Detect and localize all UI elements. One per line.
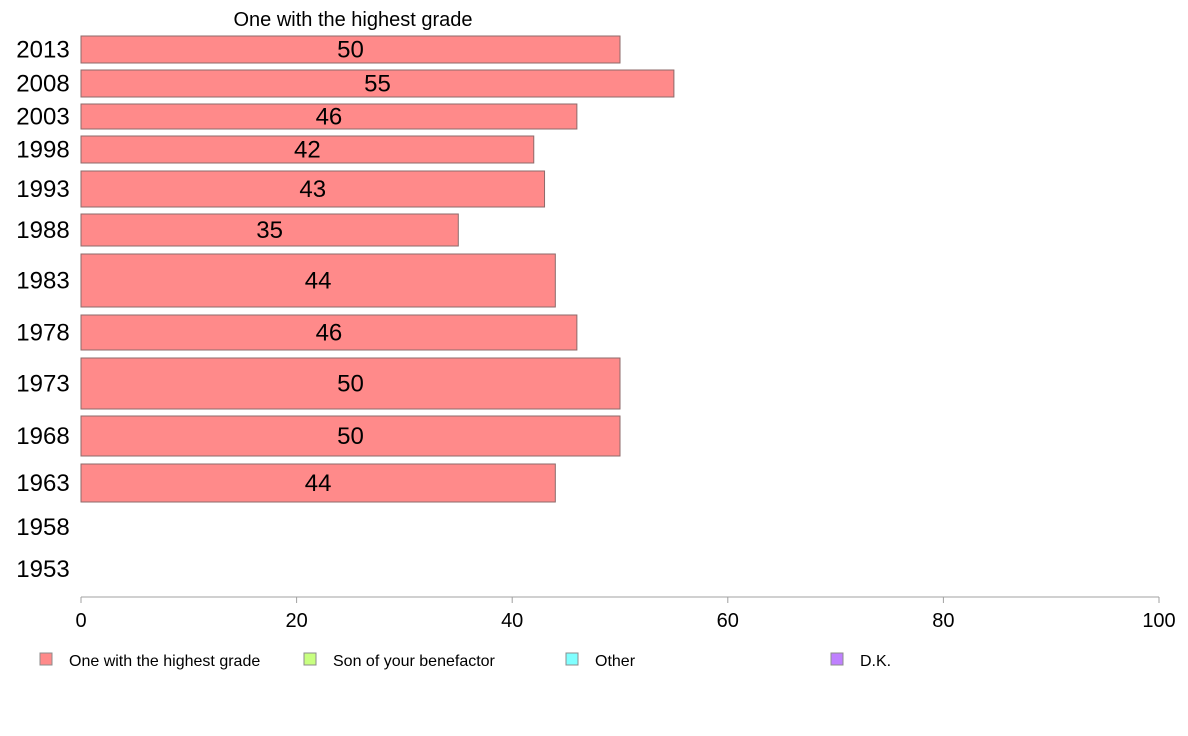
bar-value-label: 46 [316, 320, 343, 347]
bar [80, 35, 621, 64]
category-label: 1993 [16, 176, 69, 203]
category-label: 2013 [16, 37, 69, 64]
bar [80, 103, 578, 130]
legend-label: D.K. [860, 653, 891, 670]
category-label: 2008 [16, 71, 69, 98]
legend-swatch [565, 652, 579, 666]
category-label: 1998 [16, 137, 69, 164]
category-label: 1953 [16, 556, 69, 583]
bar-value-label: 42 [294, 137, 321, 164]
legend-swatch [303, 652, 317, 666]
bar [80, 314, 578, 351]
bar-value-label: 50 [337, 371, 364, 398]
x-tick-label: 100 [1142, 610, 1175, 632]
bar-value-label: 46 [316, 104, 343, 131]
bar [80, 170, 546, 208]
category-label: 1978 [16, 320, 69, 347]
bar-value-label: 44 [305, 470, 332, 497]
legend: One with the highest grade Son of your be… [39, 652, 891, 670]
category-label: 1988 [16, 217, 69, 244]
legend-label: One with the highest grade [69, 653, 260, 670]
category-label: 1958 [16, 514, 69, 541]
bar [80, 213, 459, 247]
bar-value-label: 55 [364, 71, 391, 98]
category-label: 1983 [16, 268, 69, 295]
category-labels: 2013 2008 2003 1998 1993 1988 1983 1978 1973 1968… [16, 37, 69, 584]
x-tick-label: 40 [501, 610, 523, 632]
category-label: 1973 [16, 371, 69, 398]
legend-label: Son of your benefactor [333, 653, 496, 670]
bar-value-label: 50 [337, 37, 364, 64]
x-tick-label: 0 [75, 610, 86, 632]
bar-value-label: 50 [337, 423, 364, 450]
x-tick-label: 20 [285, 610, 307, 632]
x-tick-label: 80 [932, 610, 954, 632]
bar [80, 135, 535, 164]
bar [80, 69, 675, 98]
category-label: 1968 [16, 423, 69, 450]
x-tick-label: 60 [717, 610, 739, 632]
category-label: 2003 [16, 104, 69, 131]
bar [80, 357, 621, 410]
legend-swatch [39, 652, 53, 666]
bar-value-label: 43 [299, 176, 326, 203]
x-axis: 0 20 40 60 80 100 [75, 596, 1176, 632]
category-label: 1963 [16, 470, 69, 497]
legend-label: Other [595, 653, 636, 670]
bar [80, 463, 556, 503]
bar [80, 253, 556, 308]
legend-swatch [830, 652, 844, 666]
bar-value-label: 44 [305, 268, 332, 295]
chart-title: One with the highest grade [233, 9, 472, 31]
bar-value-label: 35 [256, 217, 283, 244]
bar [80, 415, 621, 457]
